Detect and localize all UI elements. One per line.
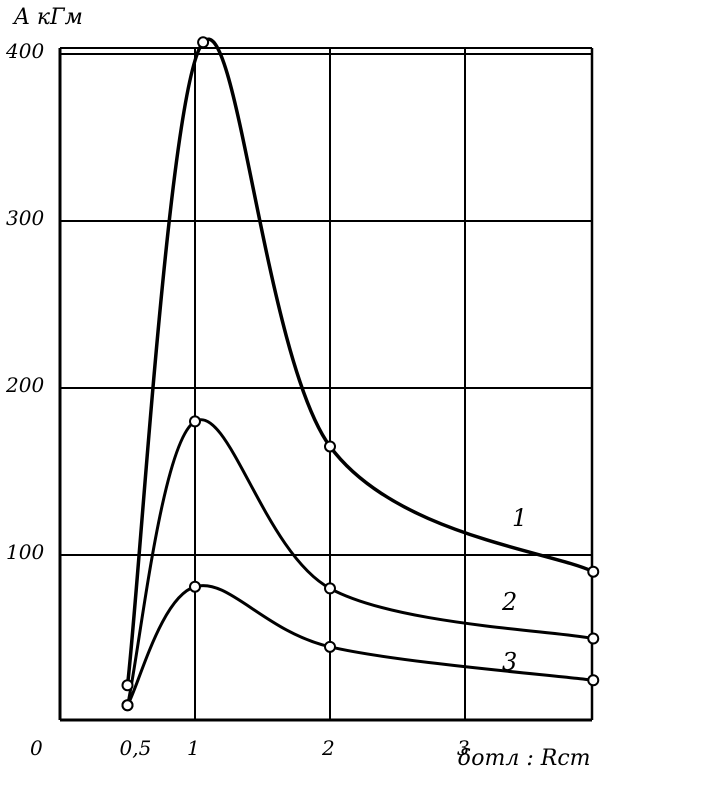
data-point-2 xyxy=(324,582,336,595)
y-axis-label: A кГм xyxy=(12,5,83,30)
data-point-3 xyxy=(587,674,600,687)
data-point-2 xyxy=(587,632,600,645)
y-tick-label: 100 xyxy=(6,540,44,564)
data-point-1 xyxy=(197,36,210,49)
data-point-3 xyxy=(324,640,336,653)
origin-label: 0 xyxy=(30,736,43,760)
data-points xyxy=(121,36,600,712)
plot-frame xyxy=(58,47,594,722)
series-labels: 1 2 3 xyxy=(501,504,527,676)
x-axis-label: δотл : Rст xyxy=(458,746,591,771)
series-line-1 xyxy=(125,37,595,686)
data-point-1 xyxy=(121,679,134,692)
y-tick-label: 300 xyxy=(6,206,44,230)
x-tick-label: 2 xyxy=(321,736,335,760)
series-label-3: 3 xyxy=(502,648,517,676)
series-label-2: 2 xyxy=(501,588,517,616)
data-point-1 xyxy=(324,440,336,453)
data-point-1 xyxy=(587,565,600,578)
x-tick-label: 1 xyxy=(187,736,200,760)
grid-lines xyxy=(60,48,592,720)
series-line-3 xyxy=(126,584,594,707)
series-label-1: 1 xyxy=(512,504,527,532)
axis-labels: A кГм δотл : Rст 0 xyxy=(12,5,591,771)
data-point-2 xyxy=(189,415,201,428)
y-tick-label: 200 xyxy=(5,373,44,397)
y-tick-label: 400 xyxy=(5,39,44,63)
data-point-3 xyxy=(189,580,201,593)
x-tick-label: 3 xyxy=(457,736,470,760)
series-line-2 xyxy=(126,418,594,706)
tick-labels: 100 200 300 400 0,5 1 2 3 xyxy=(5,39,470,760)
curves xyxy=(125,37,595,707)
x-tick-label: 0,5 xyxy=(120,736,152,760)
data-point-3 xyxy=(121,699,134,712)
